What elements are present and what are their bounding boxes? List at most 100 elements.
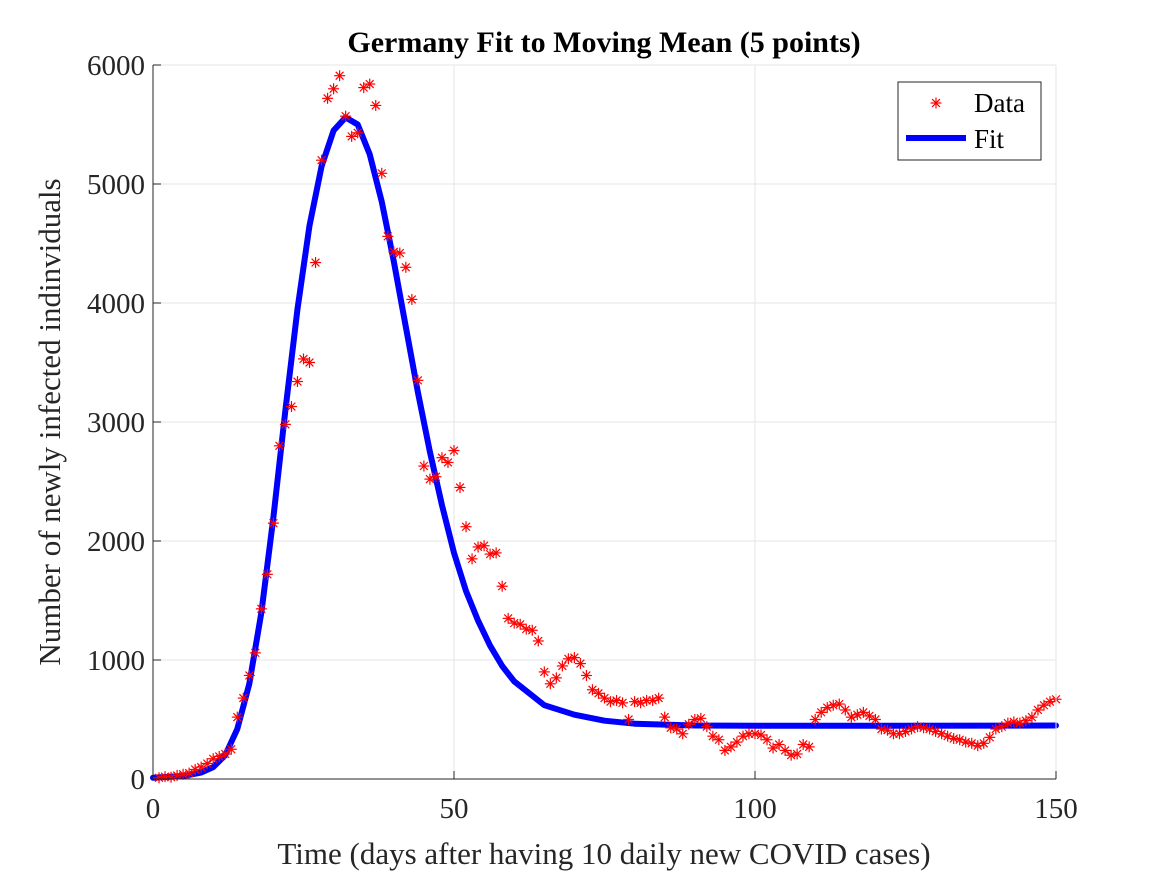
data-point — [599, 692, 610, 704]
data-point — [863, 710, 875, 722]
data-point — [334, 70, 346, 82]
data-point — [996, 721, 1008, 733]
data-point — [267, 517, 279, 529]
data-point — [171, 769, 183, 781]
data-point — [442, 456, 454, 468]
axes — [152, 64, 1057, 780]
chart-title: Germany Fit to Moving Mean (5 points) — [347, 26, 860, 59]
data-point — [562, 653, 574, 665]
data-point — [701, 721, 713, 733]
data-point — [580, 669, 592, 681]
y-tick-label: 6000 — [87, 50, 145, 82]
data-point — [719, 744, 731, 756]
data-point — [273, 440, 285, 452]
data-point — [791, 748, 803, 760]
data-point — [183, 767, 195, 779]
data-point — [231, 711, 243, 723]
data-point — [291, 376, 303, 388]
data-point — [478, 540, 490, 552]
data-point — [436, 452, 448, 464]
legend-fit-label: Fit — [974, 124, 1005, 154]
data-point — [255, 603, 267, 615]
data-point — [1026, 711, 1038, 723]
data-point — [617, 697, 629, 709]
y-tick-label: 1000 — [87, 645, 145, 677]
data-point — [1020, 715, 1032, 727]
data-point — [340, 110, 352, 122]
data-point — [382, 230, 394, 242]
data-point — [526, 624, 538, 636]
data-point — [671, 723, 683, 735]
fit-line — [150, 114, 1059, 781]
data-point — [316, 154, 328, 166]
data-point — [881, 724, 893, 736]
data-point — [755, 729, 767, 741]
data-point — [960, 736, 972, 748]
data-point — [592, 687, 604, 699]
data-point — [279, 418, 291, 430]
y-axis-label: Number of newly infected indinviduals — [32, 178, 67, 665]
data-point — [629, 696, 641, 708]
data-point — [779, 744, 791, 756]
data-point — [448, 445, 460, 457]
data-point — [328, 83, 340, 95]
data-point — [556, 660, 568, 672]
data-point — [502, 612, 514, 624]
y-tick-label: 4000 — [87, 288, 145, 320]
data-point — [406, 293, 418, 305]
data-point — [707, 730, 719, 742]
data-point — [466, 553, 478, 565]
data-point — [358, 82, 370, 94]
legend-box — [897, 81, 1042, 161]
data-point — [201, 758, 213, 770]
data-point — [376, 167, 388, 179]
data-point — [683, 718, 695, 730]
x-tick-label: 100 — [733, 793, 777, 825]
data-point — [225, 743, 237, 755]
data-point — [869, 714, 881, 725]
data-point — [948, 733, 960, 745]
data-point — [249, 647, 261, 659]
y-tick-label: 2000 — [87, 526, 145, 558]
legend: Data Fit — [897, 81, 1042, 161]
legend-data-label: Data — [974, 88, 1025, 118]
y-tick-label: 0 — [131, 764, 146, 796]
data-point — [322, 92, 334, 104]
data-point — [550, 672, 562, 684]
data-point — [725, 741, 737, 753]
data-point — [304, 357, 316, 368]
data-series — [153, 70, 1062, 784]
legend-data-marker — [930, 97, 942, 109]
data-point — [767, 742, 779, 754]
data-point — [285, 401, 297, 413]
data-point — [677, 728, 689, 740]
data-point — [394, 247, 406, 259]
data-point — [298, 353, 309, 365]
data-point — [346, 130, 358, 142]
data-point — [412, 374, 424, 386]
data-point — [574, 658, 586, 670]
x-tick-label: 150 — [1034, 793, 1078, 825]
data-point — [532, 635, 544, 647]
x-tick-label: 0 — [146, 793, 161, 825]
data-point — [839, 704, 851, 716]
data-point — [623, 714, 635, 725]
data-point — [1038, 699, 1050, 711]
y-tick-label: 5000 — [87, 169, 145, 201]
data-point — [454, 481, 466, 493]
data-point — [538, 666, 550, 678]
data-point — [514, 618, 526, 630]
data-point — [605, 696, 617, 708]
data-point — [713, 734, 725, 746]
legend-asterisk — [930, 97, 942, 109]
x-axis-label: Time (days after having 10 daily new COV… — [277, 836, 930, 871]
tick-labels: 0 50 100 150 0 1000 2000 3000 4000 5000 6000 — [87, 50, 1078, 825]
data-point — [586, 684, 598, 696]
data-point — [695, 712, 707, 724]
data-point — [460, 521, 472, 533]
data-point — [352, 127, 364, 139]
data-point — [653, 692, 665, 704]
grid — [153, 65, 1056, 779]
data-point — [237, 692, 249, 704]
